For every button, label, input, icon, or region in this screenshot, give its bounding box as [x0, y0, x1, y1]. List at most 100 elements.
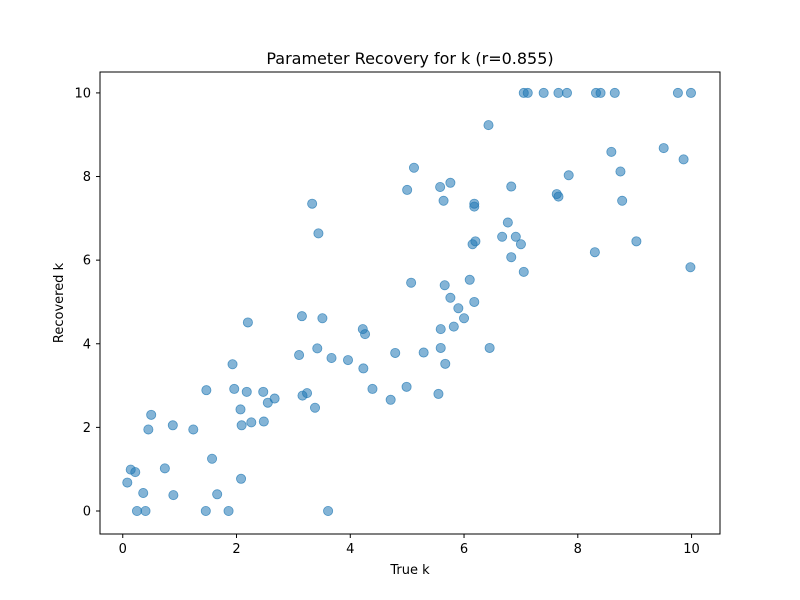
data-point	[138, 488, 149, 499]
data-point	[140, 506, 151, 517]
data-point	[506, 181, 517, 192]
data-point	[589, 247, 600, 258]
y-axis-label: Recovered k	[52, 262, 67, 343]
data-point	[563, 170, 574, 181]
data-point	[122, 477, 133, 488]
y-tick-label: 4	[83, 337, 91, 352]
data-point	[440, 358, 451, 369]
data-point	[296, 311, 307, 322]
y-tick-label: 0	[83, 505, 91, 520]
x-tick-label: 2	[232, 542, 240, 557]
data-point	[167, 420, 178, 431]
y-tick-label: 6	[83, 254, 91, 269]
data-point	[236, 420, 247, 431]
data-point	[317, 313, 328, 324]
data-point	[606, 146, 617, 157]
data-point	[326, 352, 337, 363]
x-tick-label: 10	[683, 542, 700, 557]
data-point	[435, 181, 446, 192]
data-point	[469, 201, 480, 212]
data-point	[631, 236, 642, 247]
data-point	[515, 239, 526, 250]
chart-title: Parameter Recovery for k (r=0.855)	[266, 49, 553, 68]
data-point	[459, 313, 470, 324]
data-point	[207, 453, 218, 464]
data-point	[617, 195, 628, 206]
data-point	[502, 217, 513, 228]
y-tick-label: 2	[83, 421, 91, 436]
data-point	[130, 467, 141, 478]
data-point	[483, 120, 494, 131]
data-point	[453, 303, 464, 314]
data-point	[402, 184, 413, 195]
data-point	[342, 355, 353, 366]
data-point	[438, 195, 449, 206]
data-point	[312, 343, 323, 354]
data-point	[445, 177, 456, 188]
axis-ticks: 0 2 4 6 8 10 0 2 4 6 8 10	[74, 86, 699, 557]
data-point	[227, 359, 238, 370]
data-point	[201, 385, 212, 396]
data-point	[310, 402, 321, 413]
data-point	[131, 506, 142, 517]
data-point	[518, 266, 529, 277]
data-point	[307, 198, 318, 209]
data-point	[258, 386, 269, 397]
data-point	[435, 342, 446, 353]
data-point	[223, 506, 234, 517]
data-point	[658, 143, 669, 154]
x-tick-label: 8	[574, 542, 582, 557]
data-point	[258, 416, 269, 427]
data-point	[323, 506, 334, 517]
data-point	[143, 424, 154, 435]
data-point	[229, 383, 240, 394]
data-point	[506, 252, 517, 263]
data-point	[561, 87, 572, 98]
data-point	[553, 87, 564, 98]
data-point	[538, 87, 549, 98]
data-point	[406, 277, 417, 288]
data-point	[609, 87, 620, 98]
data-point	[358, 363, 369, 374]
data-point	[615, 166, 626, 177]
data-point	[367, 383, 378, 394]
y-tick-label: 8	[83, 170, 91, 185]
data-point	[484, 342, 495, 353]
x-tick-label: 4	[346, 542, 354, 557]
data-point	[168, 490, 179, 501]
data-point	[448, 321, 459, 332]
x-tick-label: 0	[119, 542, 127, 557]
plot-frame	[99, 71, 721, 535]
data-point	[672, 87, 683, 98]
data-point	[470, 236, 481, 247]
data-point	[401, 381, 412, 392]
data-point	[360, 329, 371, 340]
data-point	[246, 417, 257, 428]
data-point	[159, 463, 170, 474]
data-point	[236, 473, 247, 484]
data-point	[595, 87, 606, 98]
data-points	[122, 87, 696, 517]
x-axis-label: True k	[389, 563, 430, 578]
data-point	[445, 292, 456, 303]
data-point	[678, 154, 689, 165]
data-point	[188, 424, 199, 435]
data-point	[433, 388, 444, 399]
data-point	[510, 231, 521, 242]
data-point	[522, 87, 533, 98]
data-point	[385, 394, 396, 405]
data-point	[212, 489, 223, 500]
data-point	[685, 87, 696, 98]
data-point	[269, 393, 280, 404]
data-point	[241, 386, 252, 397]
data-point	[435, 324, 446, 335]
data-point	[302, 388, 313, 399]
data-point	[439, 280, 450, 291]
data-point	[242, 317, 253, 328]
data-point	[469, 296, 480, 307]
data-point	[294, 350, 305, 361]
data-point	[497, 231, 508, 242]
data-point	[200, 506, 211, 517]
data-point	[464, 274, 475, 285]
